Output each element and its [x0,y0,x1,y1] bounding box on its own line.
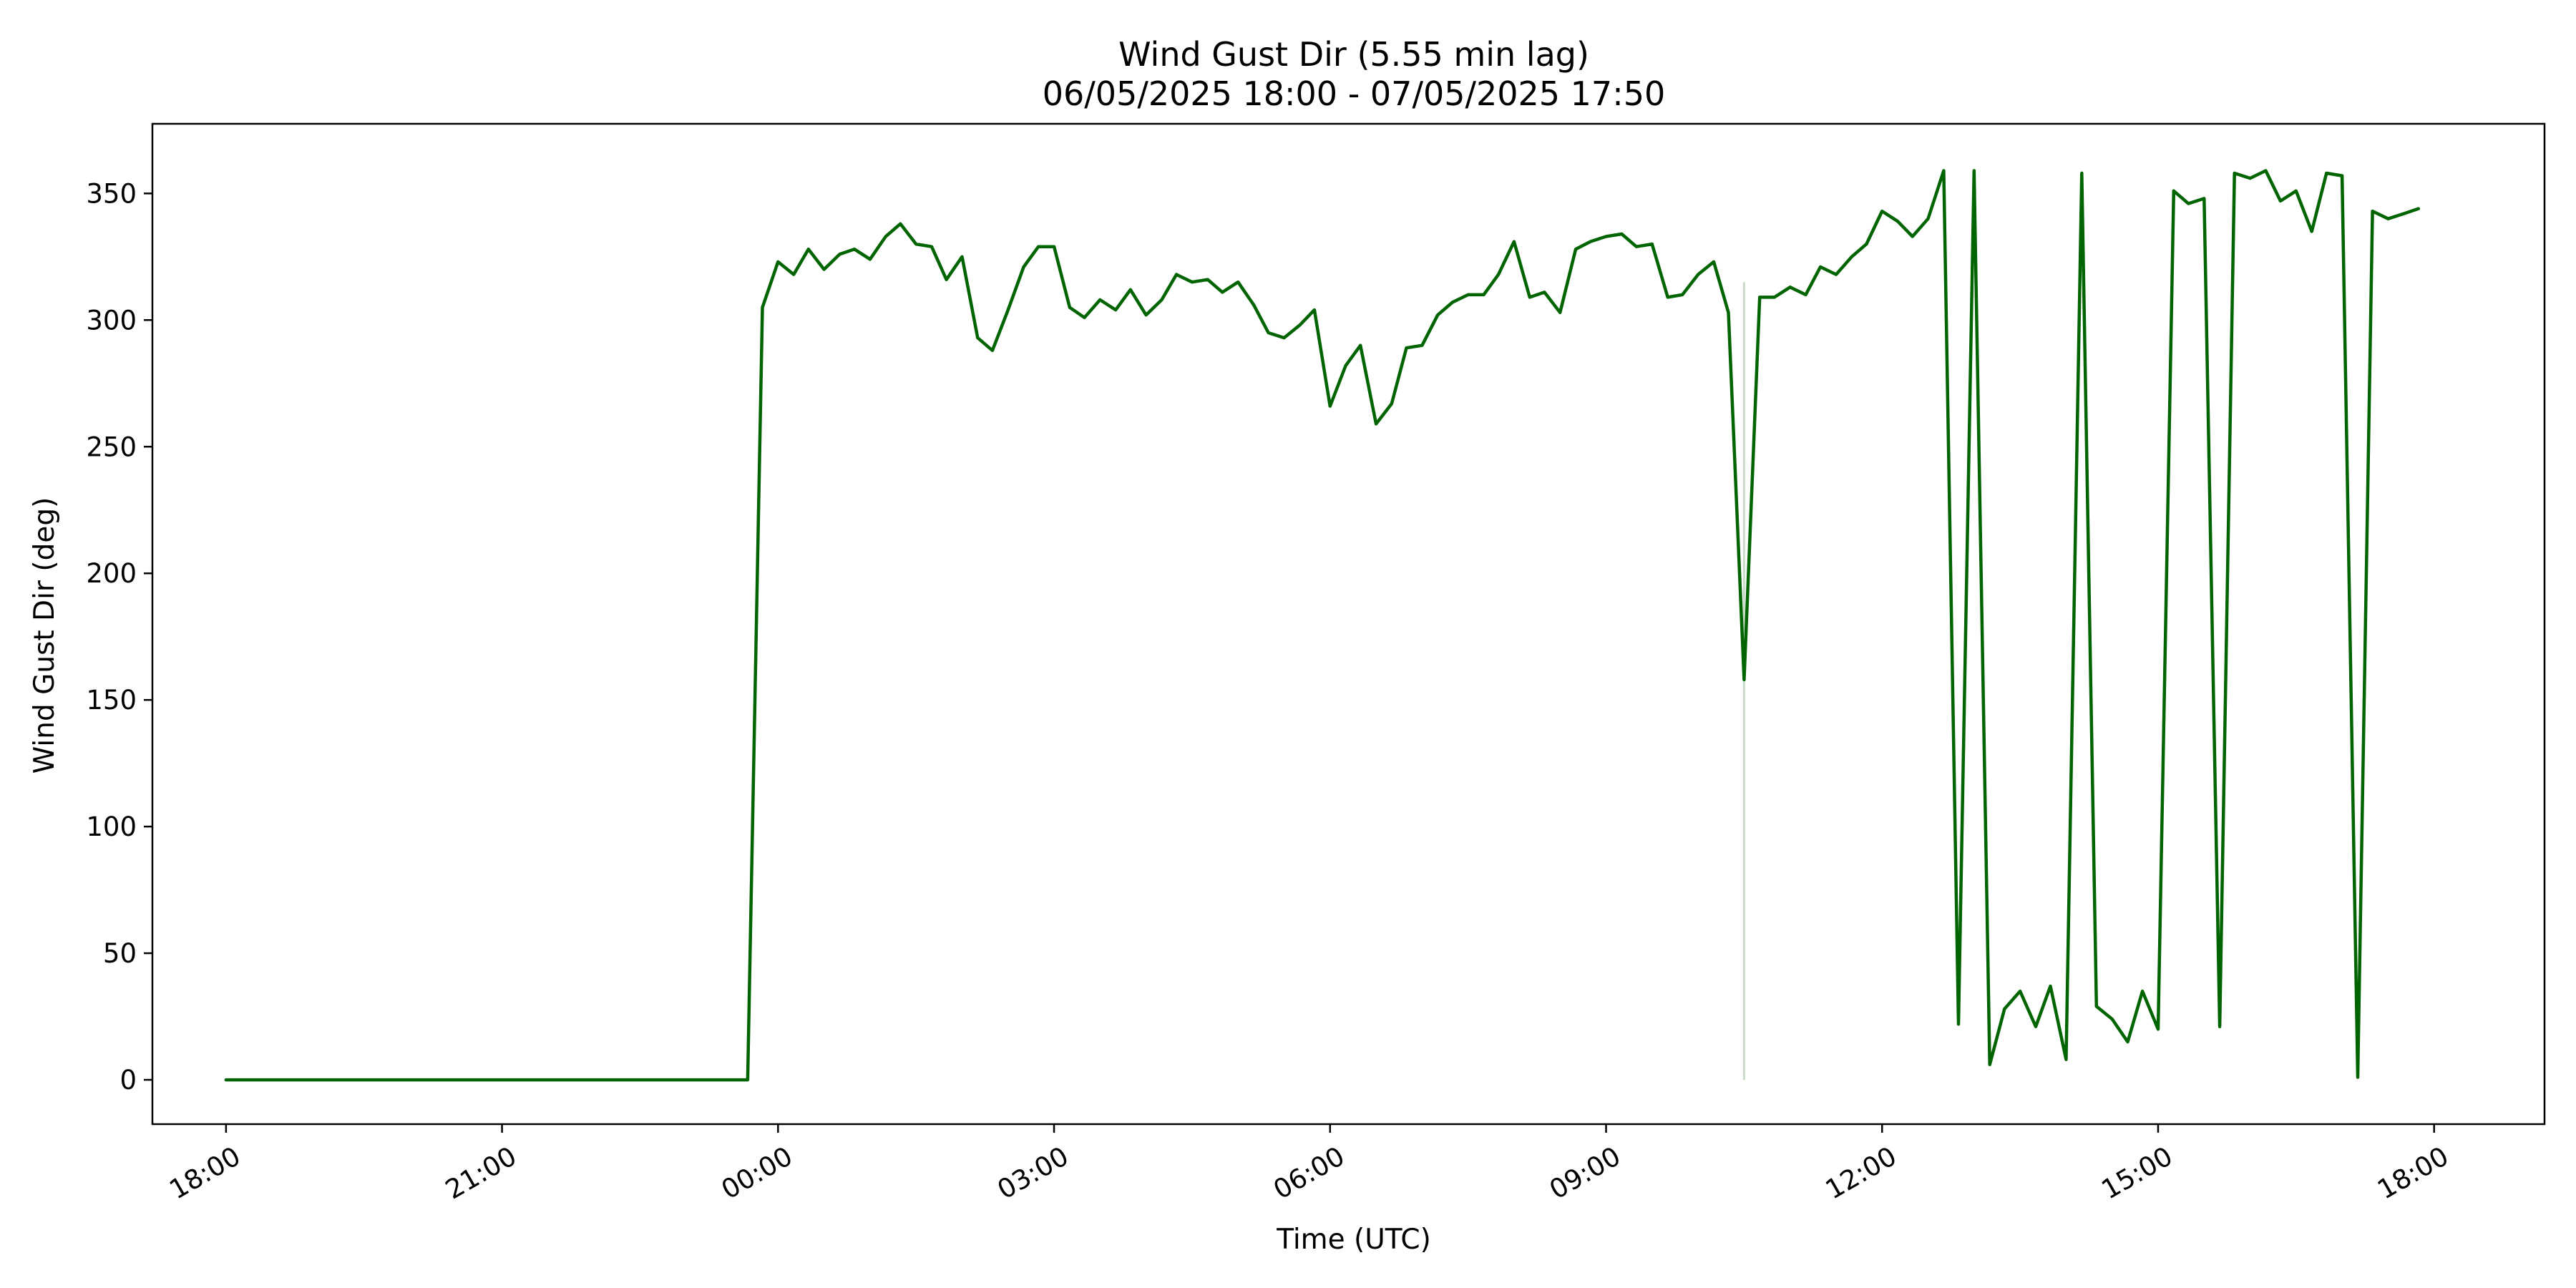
y-tick-label: 350 [86,178,137,209]
x-axis-label: Time (UTC) [1276,1224,1431,1256]
y-tick-label: 200 [86,558,137,589]
plot-area [224,169,2421,1082]
y-tick-label: 150 [86,685,137,716]
chart-title: Wind Gust Dir (5.55 min lag) [1118,35,1589,74]
y-axis: 0 50 100 150 200 250 300 350 [86,178,152,1096]
y-tick-label: 100 [86,811,137,842]
y-axis-label: Wind Gust Dir (deg) [29,497,61,774]
y-tick-label: 0 [119,1065,137,1096]
chart-subtitle: 06/05/2025 18:00 - 07/05/2025 17:50 [1043,74,1665,113]
plot-frame [151,122,2546,1126]
y-tick-label: 300 [86,305,137,336]
series-line-0 [224,169,2421,1082]
y-tick-label: 50 [103,938,137,969]
y-tick-label: 250 [86,431,137,462]
